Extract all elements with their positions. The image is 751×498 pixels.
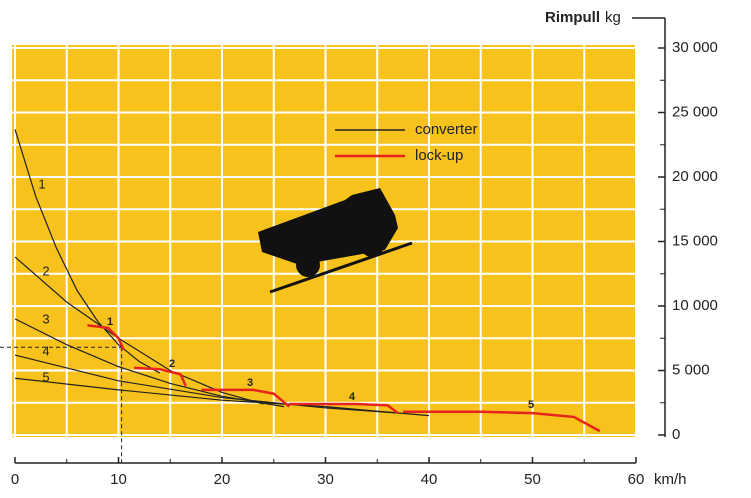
- y-tick-label: 30 000: [672, 39, 718, 56]
- converter-curve: [14, 256, 264, 405]
- x-tick-label: 50: [524, 471, 541, 488]
- gear-label: 4: [349, 391, 356, 403]
- y-tick-label: 10 000: [672, 297, 718, 314]
- converter-curve: [14, 129, 161, 374]
- legend-label: lock-up: [415, 147, 463, 164]
- gear-label: 5: [528, 399, 534, 411]
- lockup-curve: [87, 324, 125, 351]
- x-tick-label: 10: [110, 471, 127, 488]
- x-tick-label: 40: [421, 471, 438, 488]
- y-tick-label: 15 000: [672, 232, 718, 249]
- gear-label: 3: [42, 311, 49, 326]
- lockup-curve: [133, 366, 187, 387]
- truck-icon: [258, 188, 413, 294]
- lockup-curve: [289, 402, 399, 415]
- y-tick-label: 0: [672, 426, 680, 443]
- gear-label: 5: [42, 369, 49, 384]
- converter-curve: [14, 354, 398, 414]
- y-axis-unit: kg: [605, 9, 621, 26]
- converter-curve: [14, 377, 430, 417]
- x-axis-unit: km/h: [654, 471, 687, 488]
- x-tick-label: 0: [11, 471, 19, 488]
- gear-label: 3: [247, 377, 253, 389]
- y-tick-label: 25 000: [672, 103, 718, 120]
- y-tick-label: 5 000: [672, 361, 710, 378]
- lockup-curve: [201, 388, 291, 408]
- legend-label: converter: [415, 121, 478, 138]
- x-tick-label: 60: [628, 471, 645, 488]
- gear-label: 2: [169, 358, 175, 370]
- x-tick-label: 20: [214, 471, 231, 488]
- gear-label: 4: [42, 343, 49, 358]
- gear-label: 2: [42, 263, 49, 278]
- gear-label: 1: [38, 176, 45, 191]
- lockup-curve: [403, 410, 601, 433]
- y-axis-title: Rimpull: [545, 9, 600, 26]
- gear-label: 1: [107, 316, 113, 328]
- x-tick-label: 30: [317, 471, 334, 488]
- y-tick-label: 20 000: [672, 168, 718, 185]
